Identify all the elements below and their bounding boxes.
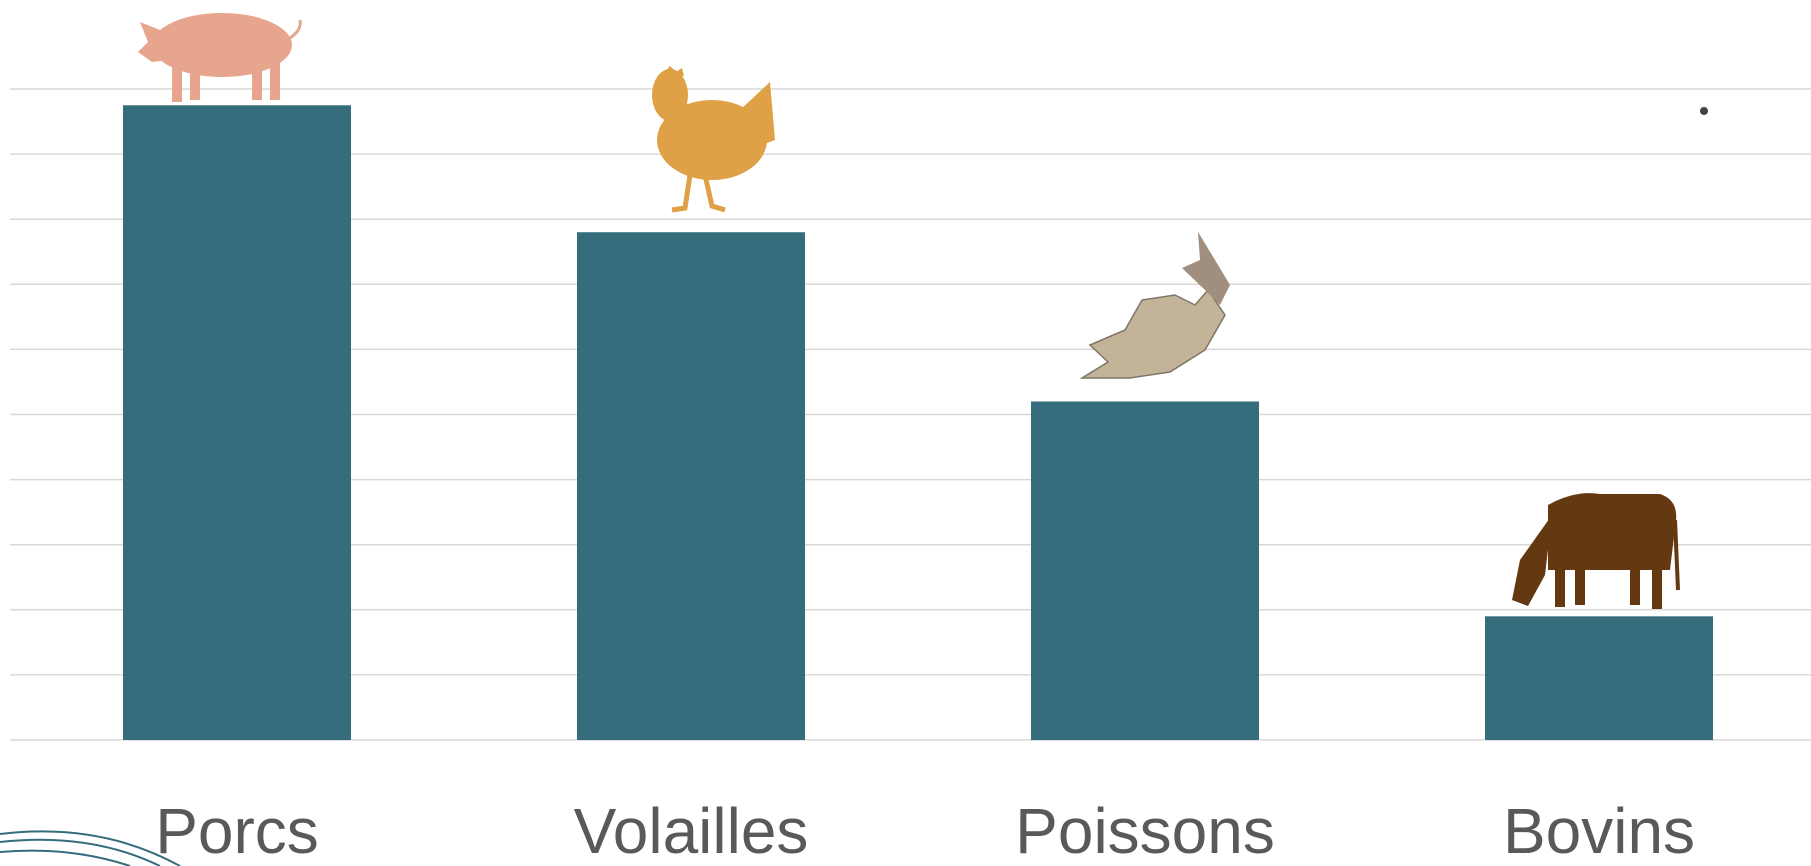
chicken-icon — [652, 66, 775, 213]
cow-icon — [1512, 493, 1680, 609]
x-tick-label: Porcs — [155, 795, 319, 866]
fish-icon — [1079, 232, 1230, 379]
x-tick-label: Volailles — [574, 795, 809, 866]
x-tick-label: Bovins — [1503, 795, 1695, 866]
pig-icon — [138, 13, 302, 102]
bar — [1485, 616, 1713, 740]
dot — [1700, 107, 1708, 115]
icons — [0, 13, 1708, 866]
labels: Porcs Volailles Poissons Bovins — [155, 795, 1695, 866]
swoosh — [0, 830, 181, 866]
bar — [1031, 401, 1259, 740]
bar — [123, 105, 351, 740]
bar — [577, 232, 805, 740]
x-tick-label: Poissons — [1015, 795, 1275, 866]
bars — [123, 105, 1713, 740]
